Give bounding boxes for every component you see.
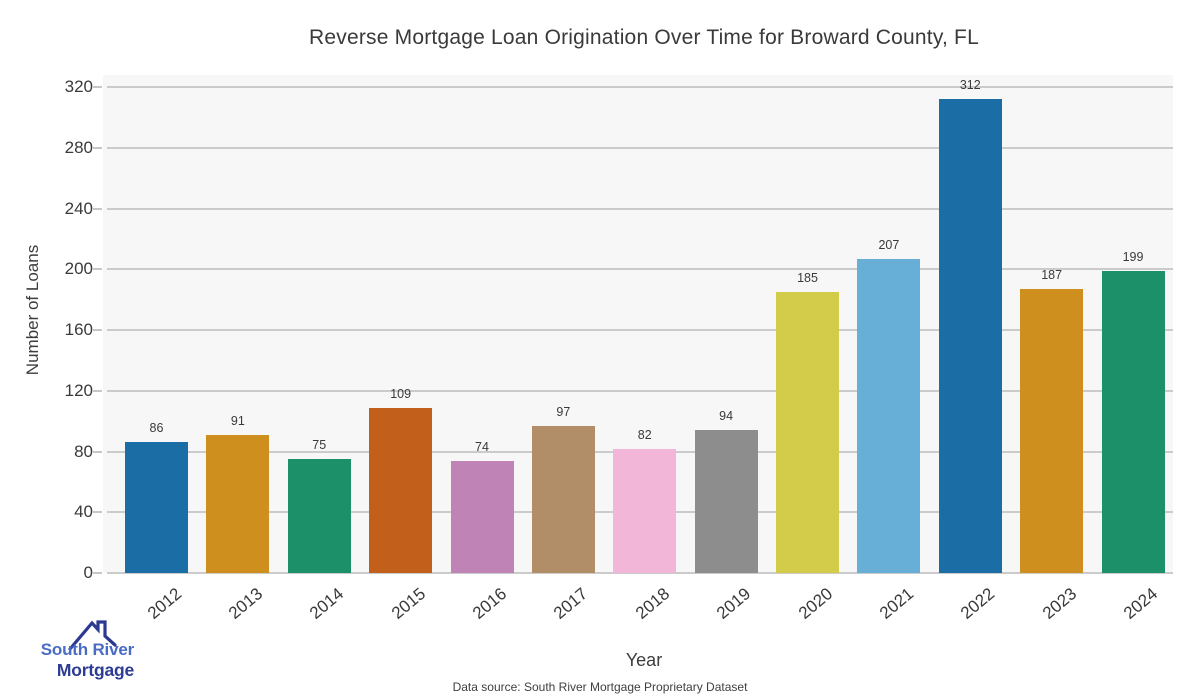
- x-tick-label: 2024: [1120, 584, 1162, 623]
- gridline: [107, 389, 1173, 392]
- data-source-caption: Data source: South River Mortgage Propri…: [452, 680, 748, 694]
- brand-name: South River Mortgage: [16, 640, 134, 680]
- y-tick-label: 200: [64, 259, 93, 279]
- y-tick-label: 240: [64, 198, 93, 218]
- plot-area: 0 40 80 120 160 200 240 280 320 86 2012 91 2013 75 201…: [65, 75, 1173, 623]
- bar-value-label: 91: [230, 413, 245, 428]
- y-tick-label: 120: [64, 380, 93, 400]
- x-tick-label: 2017: [550, 584, 592, 623]
- x-tick-label: 2018: [631, 584, 673, 623]
- bar-2019: [694, 430, 758, 573]
- bar-value-label: 82: [637, 427, 652, 442]
- gridline: [107, 146, 1173, 149]
- x-axis-title: Year: [625, 650, 663, 670]
- x-tick-label: 2019: [713, 584, 755, 623]
- y-tick-label: 40: [74, 502, 93, 522]
- y-tick-label: 0: [83, 563, 93, 582]
- brand-name-line1: South River: [40, 640, 134, 659]
- bar-2013: [206, 434, 270, 573]
- y-tick-label: 160: [64, 320, 93, 340]
- bar-value-label: 75: [312, 438, 327, 453]
- x-tick-label: 2013: [224, 584, 267, 623]
- y-tick-mark: [93, 86, 102, 89]
- gridline: [107, 329, 1173, 332]
- bar-value-label: 207: [878, 237, 900, 252]
- bar-2024: [1101, 270, 1165, 573]
- x-tick-label: 2021: [875, 584, 918, 623]
- y-tick-label: 80: [74, 441, 93, 461]
- gridline: [107, 207, 1173, 210]
- brand-name-line2: Mortgage: [56, 659, 134, 680]
- y-tick-mark: [93, 329, 102, 332]
- x-tick-label: 2016: [469, 584, 511, 623]
- bar-value-label: 187: [1041, 268, 1063, 283]
- bar-value-label: 185: [797, 271, 818, 286]
- bar-value-label: 74: [475, 439, 489, 454]
- y-tick-mark: [93, 511, 102, 514]
- bar-2023: [1020, 289, 1084, 573]
- gridline: [107, 268, 1173, 271]
- bar-2015: [369, 407, 433, 573]
- house-roof-icon: [68, 620, 117, 651]
- bar-value-label: 97: [556, 404, 571, 419]
- bar-2012: [125, 442, 188, 573]
- brand-logo: South River Mortgage: [16, 600, 136, 686]
- x-tick-label: 2023: [1038, 584, 1080, 623]
- bar-2021: [857, 258, 921, 573]
- bar-2018: [613, 448, 677, 573]
- y-tick-mark: [93, 207, 102, 210]
- chart-title: Reverse Mortgage Loan Origination Over T…: [309, 26, 979, 49]
- bar-value-label: 94: [719, 409, 734, 424]
- x-tick-label: 2015: [387, 584, 429, 623]
- gridline: [107, 86, 1173, 89]
- bar-value-label: 312: [959, 78, 981, 93]
- bar-2020: [776, 292, 839, 573]
- y-tick-mark: [93, 268, 102, 271]
- y-tick-mark: [93, 450, 102, 453]
- x-tick-label: 2020: [794, 584, 836, 623]
- bar-2016: [450, 460, 514, 573]
- bar-2014: [287, 459, 351, 573]
- y-tick-mark: [93, 389, 102, 392]
- bar-2022: [938, 99, 1002, 573]
- bar-value-label: 109: [390, 386, 412, 401]
- bar-2017: [531, 425, 595, 573]
- bar-value-label: 199: [1122, 249, 1144, 264]
- y-tick-label: 320: [64, 77, 93, 97]
- x-tick-label: 2022: [957, 584, 999, 623]
- y-tick-mark: [93, 572, 102, 574]
- x-tick-label: 2014: [306, 584, 348, 623]
- gridline: [107, 572, 1173, 574]
- y-tick-mark: [93, 146, 102, 149]
- y-tick-label: 280: [64, 137, 93, 157]
- bar-value-label: 86: [149, 421, 164, 436]
